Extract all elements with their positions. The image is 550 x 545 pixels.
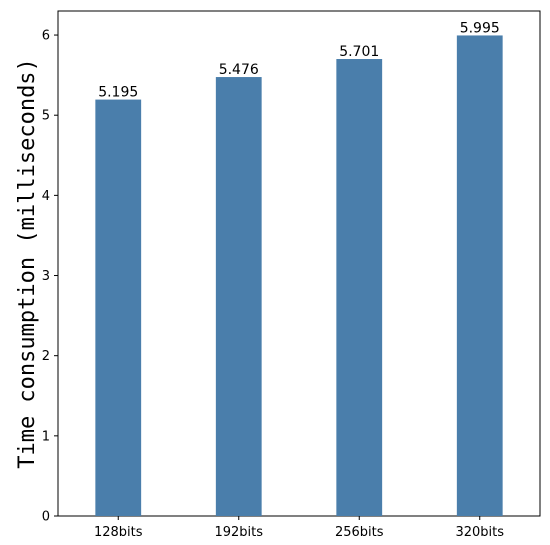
x-tick-label: 192bits bbox=[214, 525, 263, 540]
x-tick-label: 320bits bbox=[455, 525, 504, 540]
x-tick-label: 256bits bbox=[335, 525, 384, 540]
data-labels-group: 5.195 5.476 5.701 5.995 bbox=[98, 20, 500, 100]
data-label-256bits: 5.701 bbox=[339, 44, 379, 60]
plot-area bbox=[57, 10, 541, 517]
y-tick-label: 1 bbox=[42, 429, 50, 444]
bar-192bits bbox=[215, 77, 262, 517]
data-label-128bits: 5.195 bbox=[98, 85, 138, 101]
y-tick-label: 6 bbox=[42, 29, 50, 44]
y-axis: 0 1 2 3 4 5 6 bbox=[42, 29, 58, 525]
bar-320bits bbox=[456, 35, 503, 516]
bars-group bbox=[95, 35, 503, 517]
x-axis: 128bits 192bits 256bits 320bits bbox=[94, 516, 504, 540]
y-tick-label: 0 bbox=[42, 510, 50, 525]
y-tick-label: 3 bbox=[42, 269, 50, 284]
data-label-320bits: 5.995 bbox=[460, 20, 500, 36]
data-label-192bits: 5.476 bbox=[219, 62, 259, 78]
y-tick-label: 4 bbox=[42, 189, 50, 204]
y-tick-label: 5 bbox=[42, 109, 50, 124]
bar-256bits bbox=[336, 59, 383, 517]
bar-128bits bbox=[95, 99, 142, 517]
x-tick-label: 128bits bbox=[94, 525, 143, 540]
y-tick-label: 2 bbox=[42, 349, 50, 364]
y-axis-label: Time consumption (milliseconds) bbox=[15, 58, 40, 469]
